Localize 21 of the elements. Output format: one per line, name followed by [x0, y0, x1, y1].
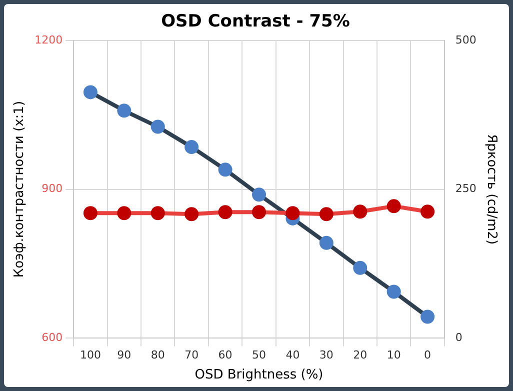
x-tick-label: 20	[353, 348, 368, 362]
x-tick-label: 100	[80, 348, 101, 362]
chart-title: OSD Contrast - 75%	[161, 12, 350, 32]
x-tick-label: 10	[386, 348, 401, 362]
x-tick-label: 80	[150, 348, 165, 362]
y2-tick-label: 0	[455, 331, 462, 344]
x-tick-label: 50	[252, 348, 266, 362]
x-tick-label: 70	[184, 348, 199, 362]
x-tick-label: 60	[218, 348, 232, 362]
x-tick-label: 90	[117, 348, 132, 362]
y2-tick-label: 250	[455, 182, 476, 196]
y-tick-label: 600	[42, 331, 63, 344]
y-axis-title: Коэф.контрастности (x:1)	[12, 100, 28, 278]
y2-axis-title: Яркость (cd/m2)	[484, 134, 499, 245]
y-tick-label: 900	[42, 182, 63, 196]
x-tick-label: 0	[424, 348, 432, 362]
y2-tick-label: 500	[455, 33, 476, 46]
x-tick-label: 40	[286, 348, 300, 362]
x-axis-title: OSD Brightness (%)	[194, 368, 324, 383]
x-tick-label: 30	[319, 348, 334, 362]
y-tick-label: 1200	[34, 33, 63, 46]
